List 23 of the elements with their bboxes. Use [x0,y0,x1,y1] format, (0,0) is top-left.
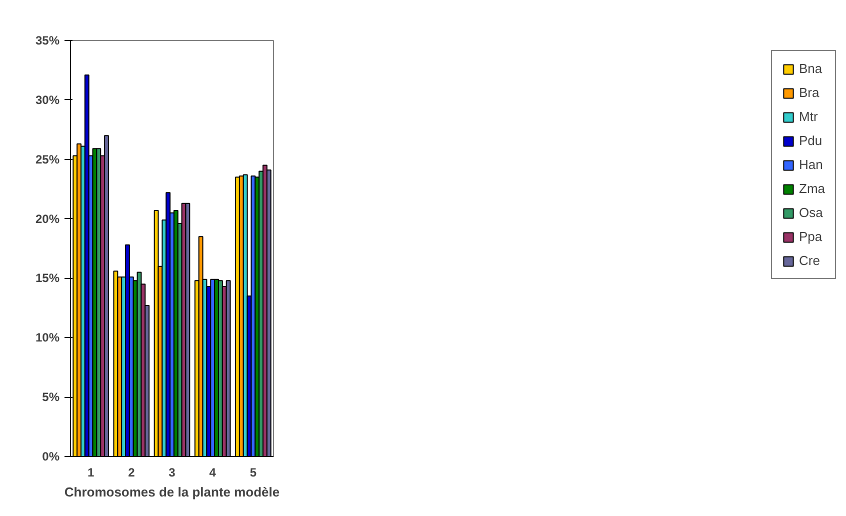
legend-label: Cre [799,253,820,268]
x-tick-label: 5 [250,466,257,480]
legend-label: Osa [799,205,823,220]
legend-label: Mtr [799,109,819,124]
y-tick-label: 30% [35,92,60,107]
y-tick-label: 5% [42,390,60,404]
x-tick-label: 1 [87,466,94,480]
legend-label: Bra [799,85,820,100]
y-tick-label: 10% [35,330,60,345]
legend-label: Han [799,157,823,172]
x-tick-label: 4 [209,466,216,480]
x-axis-title: Chromosomes de la plante modèle [64,484,280,500]
legend-label: Ppa [799,229,822,244]
legend-label: Zma [799,181,825,196]
y-tick-label: 25% [35,152,60,166]
y-tick-label: 0% [42,450,60,464]
legend-label: Pdu [799,133,822,148]
y-tick-label: 20% [35,212,60,226]
legend-label: Bna [799,61,822,76]
y-tick-label: 15% [35,271,60,286]
y-tick-label: 35% [35,34,60,48]
x-tick-label: 2 [128,466,136,480]
x-tick-label: 3 [168,466,176,480]
